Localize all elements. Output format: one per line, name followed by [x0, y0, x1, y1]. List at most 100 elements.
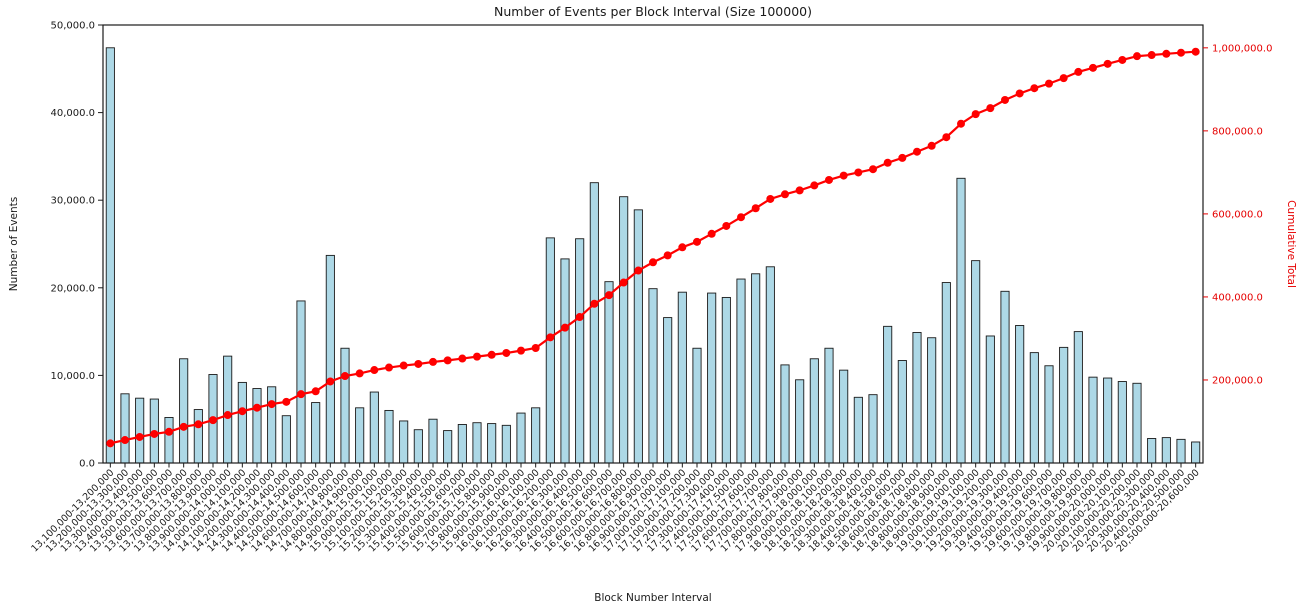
cumulative-point [1015, 89, 1024, 98]
bar [721, 296, 731, 464]
bar [1132, 382, 1142, 464]
y-tick-label: 600,000.0 [1212, 209, 1263, 220]
cumulative-line-series [106, 47, 1200, 448]
cumulative-point [942, 133, 951, 142]
cumulative-point [795, 186, 804, 195]
bar [1117, 381, 1127, 464]
bar [897, 360, 907, 464]
y-tick-label: 50,000.0 [50, 21, 95, 32]
cumulative-point [649, 258, 657, 267]
cumulative-point [106, 439, 115, 448]
bar [868, 394, 878, 464]
bar [883, 325, 893, 464]
cumulative-point [1030, 84, 1039, 93]
bar [809, 358, 819, 464]
bar [1000, 290, 1010, 464]
bar [501, 424, 511, 464]
cumulative-point [1147, 51, 1156, 60]
bar [340, 347, 350, 464]
cumulative-point [737, 213, 745, 222]
cumulative-point [517, 346, 525, 355]
bar [780, 364, 790, 464]
bar [237, 381, 247, 464]
bar [1161, 437, 1171, 464]
bar [604, 281, 614, 464]
cumulative-point [1118, 55, 1127, 64]
cumulative-point [913, 147, 921, 156]
y-tick-label: 1,000,000.0 [1212, 43, 1272, 54]
bar [707, 292, 717, 464]
cumulative-point [1045, 79, 1053, 88]
y-tick-label: 20,000.0 [50, 283, 95, 294]
cumulative-point [502, 348, 511, 357]
cumulative-point [531, 344, 540, 352]
cumulative-point [619, 278, 628, 287]
cumulative-point [223, 411, 232, 420]
cumulative-point [429, 357, 437, 366]
bar [413, 429, 423, 464]
cumulative-point [869, 165, 877, 174]
cumulative-point [267, 400, 276, 409]
chart-title: Number of Events per Block Interval (Siz… [494, 4, 812, 19]
cumulative-point [678, 243, 687, 252]
bar [795, 379, 805, 464]
bar [355, 407, 365, 464]
bar [164, 417, 174, 464]
bar [531, 407, 541, 464]
y-axis-left-ticks: 0.0 10,000.0 20,000.0 30,000.0 40,000.0 50,00… [50, 21, 103, 470]
bar [1029, 352, 1039, 464]
cumulative-point [370, 366, 379, 375]
y-tick-label: 0.0 [79, 459, 95, 470]
bar [179, 358, 189, 464]
bar [487, 423, 497, 464]
cumulative-point [605, 291, 613, 300]
cumulative-point [986, 104, 995, 113]
bar [1147, 438, 1157, 464]
bar [941, 282, 951, 464]
cumulative-point [399, 361, 408, 370]
cumulative-point [898, 153, 907, 162]
bars [105, 47, 1201, 464]
y-tick-label: 400,000.0 [1212, 292, 1263, 303]
bar [736, 278, 746, 464]
bar [839, 369, 849, 464]
cumulative-point [487, 350, 496, 359]
cumulative-point [839, 171, 848, 180]
bar [384, 409, 394, 464]
cumulative-point [561, 323, 569, 332]
bar [1073, 331, 1083, 464]
bar [1103, 377, 1113, 464]
bar [765, 266, 775, 464]
cumulative-point [385, 363, 393, 372]
bar [296, 300, 306, 464]
y-tick-label: 10,000.0 [50, 371, 95, 382]
y-tick-label: 200,000.0 [1212, 375, 1263, 386]
cumulative-point [927, 141, 936, 150]
y-tick-label: 800,000.0 [1212, 126, 1263, 137]
cumulative-point [253, 403, 261, 412]
bar [516, 412, 526, 464]
bar [648, 288, 658, 464]
cumulative-point [1162, 49, 1171, 58]
cumulative-point [150, 429, 159, 438]
cumulative-point [209, 416, 217, 425]
bar [677, 291, 687, 464]
cumulative-point [810, 181, 819, 190]
cumulative-point [751, 204, 760, 213]
cumulative-point [663, 251, 672, 260]
cumulative-point [1001, 95, 1009, 104]
bar [267, 386, 277, 464]
y-tick-label: 30,000.0 [50, 196, 95, 207]
bar [1191, 441, 1201, 464]
bar [589, 182, 599, 464]
bar [1059, 346, 1069, 464]
bar [927, 337, 937, 464]
cumulative-point [326, 377, 335, 386]
cumulative-point [854, 168, 863, 177]
cumulative-point [766, 194, 775, 203]
bar [105, 47, 115, 464]
bar [399, 420, 409, 464]
cumulative-point [1177, 48, 1185, 57]
